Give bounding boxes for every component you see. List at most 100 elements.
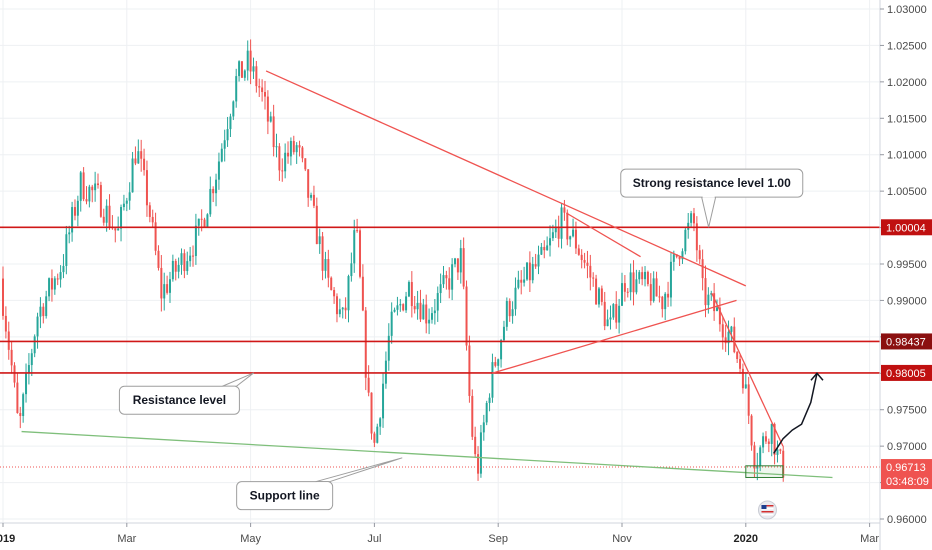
candle [479,432,482,474]
candle [485,402,488,423]
candle [566,212,569,240]
annotations[interactable]: Strong resistance level 1.00 Resistance l… [118,168,804,511]
horizontal-levels[interactable] [0,226,880,468]
candle [465,286,468,346]
candle [779,449,782,451]
callout[interactable]: Strong resistance level 1.00 [620,168,804,228]
candle [600,288,603,302]
candle [623,283,626,292]
candle [62,265,65,273]
candle [252,66,255,72]
flag-icon[interactable] [757,500,777,520]
candle [407,282,410,297]
callout-label: Support line [250,489,320,503]
candle [88,186,91,202]
candle [154,222,157,251]
candle [399,304,402,306]
candle [583,260,586,263]
time-tick-label: 2019 [0,533,15,545]
candle [243,70,246,78]
candle [287,152,290,157]
candle [379,418,382,427]
candle [180,253,183,265]
candle [19,413,22,417]
candle [356,230,359,232]
candle [641,272,644,280]
candle [194,225,197,256]
candle [189,255,192,262]
candle [215,179,218,194]
time-tick-label: May [240,533,261,545]
candles[interactable] [2,39,785,482]
candle [171,260,174,280]
candle [347,276,350,311]
candle [30,353,33,366]
callout-box [236,481,334,511]
candle [73,207,76,216]
candle [508,301,511,317]
candle [163,284,166,299]
candle [436,293,439,311]
candle [462,248,465,287]
candle [658,296,661,298]
candle [747,384,750,416]
candle [603,301,606,327]
candle [586,262,589,266]
candle [223,140,226,149]
candle [713,293,716,312]
candle [707,294,710,306]
projection-path [773,373,818,454]
candle [266,96,269,122]
price-tick-label: 0.99000 [887,295,927,307]
level-price-tag [881,364,932,381]
candle [370,392,373,434]
candle [690,213,693,223]
candle [396,305,399,310]
candle [612,304,615,318]
candle [157,250,160,268]
candle [646,271,649,285]
last-price-tag [881,459,932,490]
time-axis[interactable]: 2019 Mar May Jul Sep Nov 2020 Mar [0,522,880,545]
candle [744,384,747,389]
candle [71,207,74,233]
candle [577,248,580,255]
candle [626,291,629,293]
candle [554,226,557,233]
candle [361,276,364,311]
candle [91,186,94,191]
candle [609,317,612,320]
candle [511,309,514,317]
callout[interactable]: Resistance level [118,372,255,415]
price-tick-label: 0.99500 [887,259,927,271]
candle [597,288,600,305]
callout[interactable]: Support line [236,457,403,511]
candle [621,283,623,306]
trend-lines[interactable] [21,70,833,479]
candle [206,214,209,227]
price-tick-label: 1.01500 [887,113,927,125]
candle [425,304,428,324]
candle [298,145,301,148]
callout-box [118,385,240,415]
candle [240,61,243,78]
candle [701,259,704,279]
candle [537,254,540,267]
candle [76,200,79,216]
candle [22,394,25,417]
candle [183,253,186,272]
candle [13,365,16,383]
candle [310,194,313,198]
price-tick-label: 1.02500 [887,40,927,52]
candle [145,170,148,206]
candle [557,226,560,239]
candle [315,205,318,245]
candle [546,245,549,251]
candle [595,278,598,305]
candle [45,296,48,317]
time-tick-label: Mar [860,533,879,545]
candle [50,278,53,290]
candle [235,76,238,102]
projection-arrow-head [810,372,824,381]
